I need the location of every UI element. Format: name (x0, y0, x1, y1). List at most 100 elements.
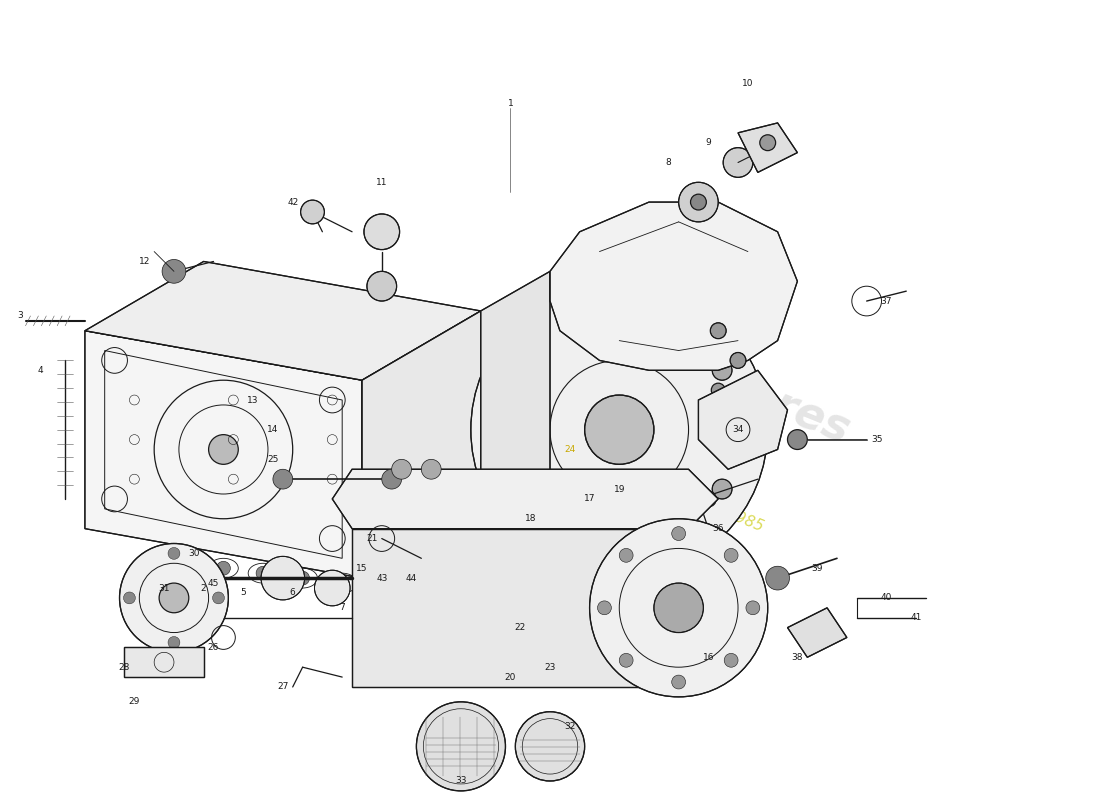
Text: 45: 45 (208, 578, 219, 587)
Circle shape (120, 543, 229, 652)
Circle shape (619, 654, 634, 667)
Circle shape (609, 301, 629, 321)
Circle shape (336, 576, 349, 590)
Text: 24: 24 (564, 445, 575, 454)
Circle shape (273, 470, 293, 489)
Circle shape (691, 194, 706, 210)
Circle shape (162, 259, 186, 283)
Text: 34: 34 (733, 425, 744, 434)
Text: 9: 9 (705, 138, 712, 147)
Circle shape (766, 566, 790, 590)
Polygon shape (362, 311, 481, 578)
Text: 8: 8 (666, 158, 672, 167)
Text: 11: 11 (376, 178, 387, 186)
Text: 41: 41 (911, 614, 922, 622)
Text: 21: 21 (366, 534, 377, 543)
Circle shape (123, 592, 135, 604)
Text: 4: 4 (37, 366, 43, 375)
Circle shape (367, 271, 397, 301)
Text: eurospares: eurospares (580, 307, 857, 453)
Text: 30: 30 (188, 549, 199, 558)
Text: 22: 22 (515, 623, 526, 632)
Text: 39: 39 (812, 564, 823, 573)
Polygon shape (124, 647, 204, 677)
Circle shape (746, 601, 760, 614)
Circle shape (609, 538, 629, 558)
Circle shape (724, 549, 738, 562)
Text: 12: 12 (139, 257, 150, 266)
Text: a part for parts since 1985: a part for parts since 1985 (571, 444, 766, 534)
Circle shape (506, 361, 526, 380)
Text: 43: 43 (376, 574, 387, 582)
Circle shape (730, 353, 746, 368)
Circle shape (315, 570, 350, 606)
Polygon shape (332, 470, 718, 529)
Text: 32: 32 (564, 722, 575, 731)
Polygon shape (85, 262, 481, 380)
Text: 6: 6 (289, 589, 296, 598)
Text: 3: 3 (18, 311, 23, 320)
Circle shape (417, 702, 506, 791)
Text: 40: 40 (881, 594, 892, 602)
Text: 28: 28 (119, 662, 130, 672)
Polygon shape (481, 271, 550, 578)
Circle shape (723, 148, 752, 178)
Circle shape (421, 459, 441, 479)
Circle shape (506, 479, 526, 499)
Text: 14: 14 (267, 425, 278, 434)
Text: 31: 31 (158, 583, 169, 593)
Polygon shape (352, 529, 689, 687)
Circle shape (209, 434, 239, 464)
Circle shape (217, 562, 230, 575)
Circle shape (516, 712, 584, 781)
Circle shape (296, 571, 309, 585)
Text: 27: 27 (277, 682, 288, 691)
Circle shape (701, 491, 716, 507)
Text: 13: 13 (248, 395, 258, 405)
Circle shape (168, 547, 180, 559)
Polygon shape (738, 123, 798, 172)
Circle shape (724, 654, 738, 667)
Circle shape (672, 675, 685, 689)
Polygon shape (85, 330, 362, 578)
Circle shape (256, 566, 270, 580)
Text: 42: 42 (287, 198, 298, 206)
Text: 33: 33 (455, 777, 466, 786)
Text: 19: 19 (614, 485, 625, 494)
Circle shape (619, 549, 634, 562)
Polygon shape (550, 202, 798, 370)
Text: 37: 37 (881, 297, 892, 306)
Circle shape (584, 395, 653, 464)
Circle shape (471, 282, 768, 578)
Text: 2: 2 (201, 583, 207, 593)
Circle shape (261, 556, 305, 600)
Text: 16: 16 (703, 653, 714, 662)
Circle shape (212, 592, 224, 604)
Circle shape (590, 518, 768, 697)
Circle shape (672, 526, 685, 541)
Text: 17: 17 (584, 494, 595, 503)
Circle shape (712, 383, 725, 397)
Text: 26: 26 (208, 643, 219, 652)
Text: 5: 5 (241, 589, 246, 598)
Circle shape (760, 134, 775, 150)
Circle shape (392, 459, 411, 479)
Polygon shape (788, 608, 847, 658)
Text: 36: 36 (713, 524, 724, 533)
Circle shape (382, 470, 402, 489)
Circle shape (712, 361, 732, 380)
Circle shape (364, 214, 399, 250)
Text: 44: 44 (406, 574, 417, 582)
Text: 23: 23 (544, 662, 556, 672)
Text: 18: 18 (525, 514, 536, 523)
Circle shape (732, 413, 745, 426)
Circle shape (712, 479, 732, 499)
Polygon shape (698, 370, 788, 470)
Text: 35: 35 (871, 435, 882, 444)
Text: 20: 20 (505, 673, 516, 682)
Circle shape (160, 583, 189, 613)
Circle shape (653, 583, 703, 633)
Text: 1: 1 (507, 98, 514, 108)
Text: 25: 25 (267, 455, 278, 464)
Text: 7: 7 (339, 603, 345, 612)
